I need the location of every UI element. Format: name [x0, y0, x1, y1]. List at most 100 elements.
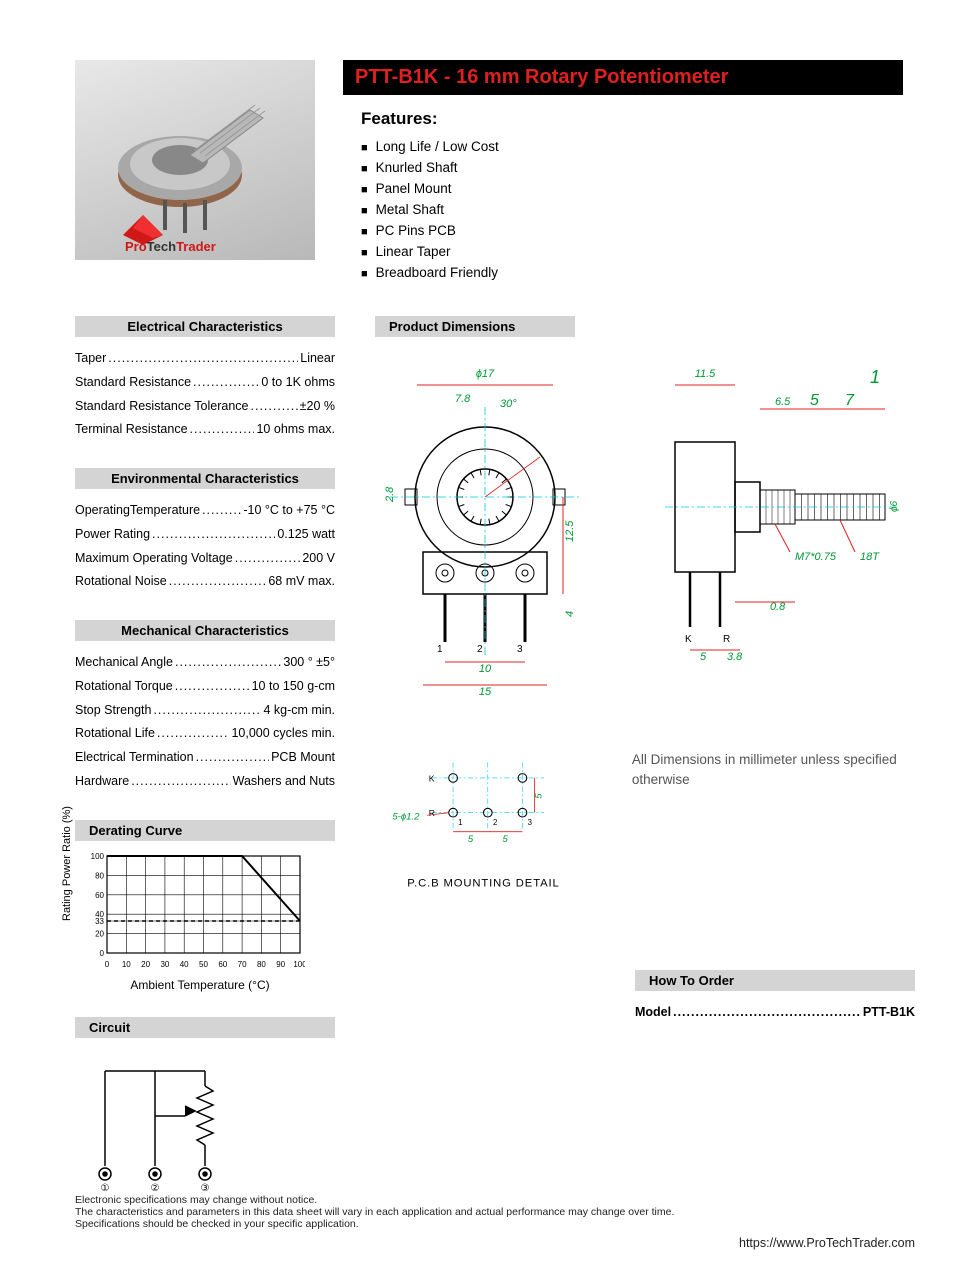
pcb-mounting-detail: KR1235-ϕ1.2555P.C.B MOUNTING DETAIL: [375, 740, 592, 920]
svg-text:80: 80: [95, 871, 104, 880]
svg-text:5: 5: [503, 834, 509, 845]
svg-text:90: 90: [276, 960, 285, 969]
spec-value: 200 V: [302, 547, 335, 571]
section-header: Derating Curve: [75, 820, 335, 841]
spec-row: Rotational Torque10 to 150 g-cm: [75, 675, 335, 699]
spec-row: Stop Strength 4 kg-cm min.: [75, 699, 335, 723]
features-heading: Features:: [361, 109, 903, 129]
spec-value: ±20 %: [300, 395, 335, 419]
circuit-diagram: ① ② ③: [75, 1056, 245, 1196]
footer: Electronic specifications may change wit…: [75, 1194, 915, 1250]
spec-row: TaperLinear: [75, 347, 335, 371]
svg-text:80: 80: [257, 960, 266, 969]
svg-text:7.8: 7.8: [455, 393, 471, 405]
dimensions-drawing: 123ϕ177.830°2.812.541015KR11.516.557ϕ6M7…: [375, 347, 905, 727]
spec-label: Maximum Operating Voltage: [75, 547, 233, 571]
svg-text:ϕ6: ϕ6: [889, 500, 900, 512]
spec-value: 10 ohms max.: [256, 418, 335, 442]
product-image: ProTechTrader: [75, 60, 315, 260]
spec-label: Stop Strength: [75, 699, 151, 723]
svg-text:4: 4: [564, 611, 576, 617]
feature-item: Metal Shaft: [361, 202, 903, 217]
feature-item: Linear Taper: [361, 244, 903, 259]
svg-text:K: K: [429, 773, 435, 783]
spec-row: Terminal Resistance10 ohms max.: [75, 418, 335, 442]
svg-text:60: 60: [218, 960, 227, 969]
spec-row: Standard Resistance0 to 1K ohms: [75, 371, 335, 395]
svg-text:P.C.B MOUNTING DETAIL: P.C.B MOUNTING DETAIL: [407, 877, 559, 889]
spec-row: OperatingTemperature -10 °C to +75 °C: [75, 499, 335, 523]
svg-text:40: 40: [180, 960, 189, 969]
svg-text:15: 15: [479, 686, 492, 698]
environmental-section: Environmental Characteristics OperatingT…: [75, 468, 335, 594]
spec-row: Mechanical Angle 300 ° ±5°: [75, 651, 335, 675]
spec-value: 0.125 watt: [277, 523, 335, 547]
svg-text:5: 5: [468, 834, 474, 845]
section-header: Environmental Characteristics: [75, 468, 335, 489]
svg-text:R: R: [429, 808, 435, 818]
section-header: Electrical Characteristics: [75, 316, 335, 337]
electrical-section: Electrical Characteristics TaperLinearSt…: [75, 316, 335, 442]
feature-item: Panel Mount: [361, 181, 903, 196]
svg-text:100: 100: [91, 852, 105, 861]
spec-value: -10 °C to +75 °C: [243, 499, 335, 523]
spec-label: Electrical Termination: [75, 746, 194, 770]
svg-text:20: 20: [95, 929, 104, 938]
spec-value: 68 mV max.: [268, 570, 335, 594]
svg-text:30°: 30°: [500, 398, 517, 410]
section-header: Product Dimensions: [375, 316, 575, 337]
spec-row: Electrical Termination PCB Mount: [75, 746, 335, 770]
spec-label: Rotational Life: [75, 722, 155, 746]
spec-value: PCB Mount: [271, 746, 335, 770]
svg-text:100: 100: [293, 960, 305, 969]
svg-text:7: 7: [845, 392, 855, 409]
svg-text:10: 10: [122, 960, 131, 969]
spec-label: Standard Resistance Tolerance: [75, 395, 249, 419]
svg-text:20: 20: [141, 960, 150, 969]
spec-row: Standard Resistance Tolerance ±20 %: [75, 395, 335, 419]
svg-text:K: K: [685, 634, 692, 645]
svg-text:2: 2: [493, 818, 497, 827]
spec-label: Standard Resistance: [75, 371, 191, 395]
spec-row: Power Rating 0.125 watt: [75, 523, 335, 547]
spec-label: Rotational Noise: [75, 570, 167, 594]
svg-text:ϕ17: ϕ17: [476, 368, 495, 380]
svg-text:60: 60: [95, 890, 104, 899]
svg-text:70: 70: [238, 960, 247, 969]
svg-text:30: 30: [160, 960, 169, 969]
spec-value: Washers and Nuts: [233, 770, 335, 794]
svg-text:0: 0: [105, 960, 110, 969]
spec-label: Rotational Torque: [75, 675, 173, 699]
dimensions-note: All Dimensions in millimeter unless spec…: [632, 750, 915, 791]
spec-label: Mechanical Angle: [75, 651, 173, 675]
spec-label: OperatingTemperature: [75, 499, 200, 523]
svg-text:1: 1: [458, 818, 462, 827]
spec-row: Rotational Life 10,000 cycles min.: [75, 722, 335, 746]
features-list: Long Life / Low CostKnurled ShaftPanel M…: [361, 139, 903, 280]
circuit-section: Circuit ① ② ③: [75, 1017, 335, 1199]
spec-label: Model: [635, 1001, 671, 1025]
svg-text:40: 40: [95, 910, 104, 919]
spec-value: 300 ° ±5°: [283, 651, 335, 675]
derating-section: Derating Curve Rating Power Ratio (%) 01…: [75, 820, 335, 991]
feature-item: Breadboard Friendly: [361, 265, 903, 280]
svg-text:10: 10: [479, 663, 492, 675]
spec-value: 10,000 cycles min.: [231, 722, 335, 746]
footer-url: https://www.ProTechTrader.com: [75, 1236, 915, 1250]
page-title: PTT-B1K - 16 mm Rotary Potentiometer: [343, 60, 903, 95]
spec-value: PTT-B1K: [863, 1001, 915, 1025]
spec-value: 4 kg-cm min.: [263, 699, 335, 723]
feature-item: Knurled Shaft: [361, 160, 903, 175]
spec-row: Rotational Noise 68 mV max.: [75, 570, 335, 594]
svg-text:50: 50: [199, 960, 208, 969]
feature-item: PC Pins PCB: [361, 223, 903, 238]
svg-text:2.8: 2.8: [384, 486, 396, 503]
svg-text:2: 2: [477, 644, 483, 655]
spec-label: Power Rating: [75, 523, 150, 547]
section-header: Circuit: [75, 1017, 335, 1038]
section-header: How To Order: [635, 970, 915, 991]
svg-text:3.8: 3.8: [727, 651, 743, 663]
svg-text:5: 5: [534, 793, 545, 799]
svg-text:1: 1: [437, 644, 443, 655]
svg-text:5: 5: [810, 392, 819, 409]
